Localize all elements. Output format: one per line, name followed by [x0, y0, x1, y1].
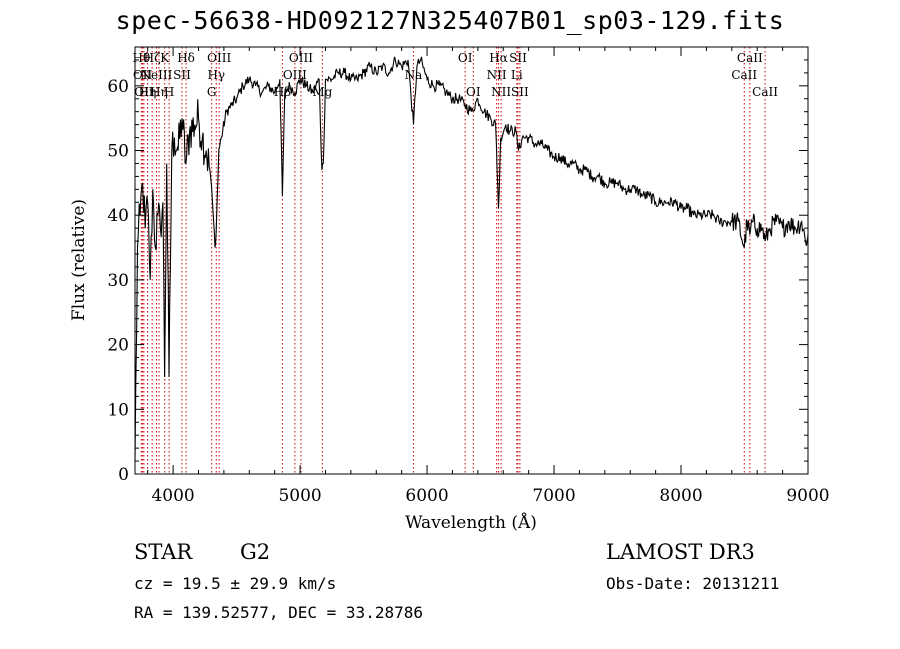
emission-line-markers	[140, 47, 766, 474]
y-tick-label: 0	[118, 465, 129, 485]
ra-dec: RA = 139.52577, DEC = 33.28786	[134, 603, 423, 622]
line-label: G	[207, 85, 217, 99]
line-label: Hγ	[207, 68, 225, 82]
spectrum-line	[134, 56, 809, 462]
line-label: OI	[466, 85, 481, 99]
line-label: NeIII	[141, 68, 173, 82]
line-label: Hζ	[144, 51, 161, 65]
y-tick-label: 50	[107, 142, 129, 162]
axis-tick-labels: 4000 5000 6000 7000 8000 9000 0 10 20 30 40 50 60	[107, 77, 829, 506]
line-label: CaII	[752, 85, 778, 99]
line-label: OI	[458, 51, 473, 65]
line-label: SII	[509, 51, 527, 65]
x-tick-label: 5000	[278, 486, 321, 506]
line-label: Mg	[312, 85, 332, 99]
y-tick-label: 10	[107, 400, 129, 420]
chart-title: spec-56638-HD092127N325407B01_sp03-129.f…	[115, 6, 785, 35]
line-label: Hδ	[177, 51, 195, 65]
obs-date: Obs-Date: 20131211	[606, 574, 780, 593]
object-class: STAR	[134, 540, 193, 564]
x-tick-label: 4000	[151, 486, 194, 506]
x-axis-label: Wavelength (Å)	[405, 512, 537, 533]
axis-ticks	[135, 47, 809, 475]
line-label: Hη	[150, 85, 168, 99]
line-label: CaII	[731, 68, 757, 82]
line-label: CaII	[737, 51, 763, 65]
line-label: OIII	[289, 51, 313, 65]
x-tick-label: 6000	[405, 486, 448, 506]
y-tick-label: 20	[107, 336, 129, 356]
y-axis-label: Flux (relative)	[69, 199, 89, 321]
line-label: H	[164, 85, 174, 99]
y-tick-label: 60	[107, 77, 129, 97]
line-label: NII	[491, 85, 511, 99]
y-tick-label: 40	[107, 206, 129, 226]
line-label: SII	[173, 68, 191, 82]
line-label: OIII	[207, 51, 231, 65]
survey-name: LAMOST DR3	[606, 540, 755, 564]
line-label: Hθ	[132, 51, 150, 65]
line-label: Hη	[139, 85, 157, 99]
line-label: SII	[511, 85, 529, 99]
redshift-cz: cz = 19.5 ± 29.9 km/s	[134, 574, 337, 593]
x-tick-label: 7000	[532, 486, 575, 506]
line-labels: HθOIIOIIHηHζNeIIIHηKHSIIHδGHγOIIIHβOIIIO…	[132, 51, 778, 99]
line-label: K	[160, 51, 170, 65]
line-label: Li	[511, 68, 523, 82]
x-tick-label: 8000	[659, 486, 702, 506]
line-label: NII	[487, 68, 507, 82]
x-tick-label: 9000	[786, 486, 829, 506]
line-label: OII	[134, 85, 154, 99]
line-label: Hβ	[274, 85, 291, 99]
line-label: Hα	[489, 51, 508, 65]
y-tick-label: 30	[107, 271, 129, 291]
line-label: OII	[133, 68, 153, 82]
line-label: OIII	[283, 68, 307, 82]
line-label: Na	[405, 68, 423, 82]
object-subclass: G2	[240, 540, 271, 564]
plot-frame	[134, 46, 809, 475]
